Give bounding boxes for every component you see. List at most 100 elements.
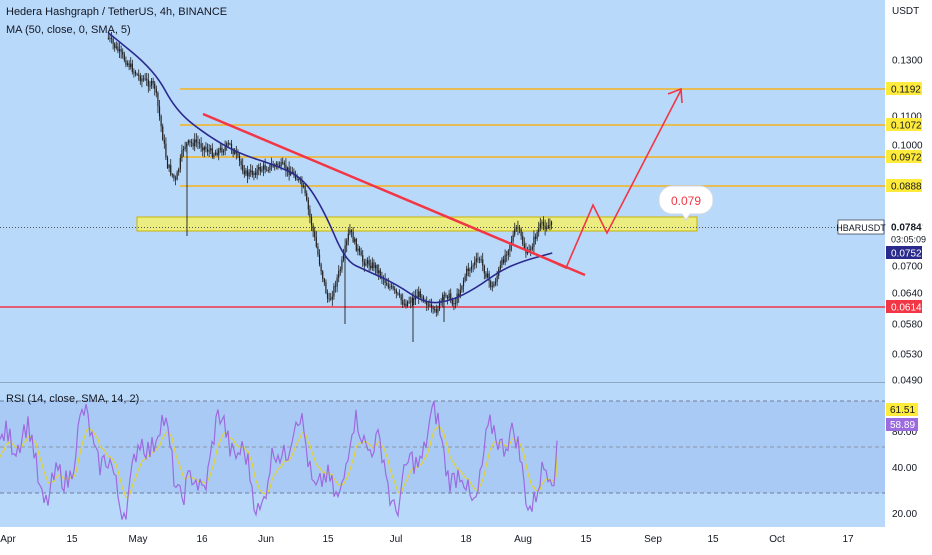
candle-body-208 bbox=[440, 300, 442, 302]
candle-body-74 bbox=[226, 143, 228, 147]
candle-body-168 bbox=[376, 265, 378, 274]
candle-body-79 bbox=[234, 151, 236, 154]
candle-body-75 bbox=[227, 143, 229, 145]
candle-body-68 bbox=[216, 152, 218, 156]
candle-body-52 bbox=[190, 142, 193, 143]
candle-body-191 bbox=[413, 297, 415, 300]
candle-body-164 bbox=[370, 265, 372, 269]
candle-body-228 bbox=[472, 265, 474, 267]
candle-body-16 bbox=[133, 71, 135, 73]
candle-body-40 bbox=[171, 174, 173, 176]
candle-body-205 bbox=[435, 309, 437, 313]
candle-body-223 bbox=[464, 276, 466, 281]
candle-body-76 bbox=[229, 143, 231, 145]
rsi-indicator-label[interactable]: RSI (14, close, SMA, 14, 2) bbox=[6, 393, 139, 405]
price-badge-box-7 bbox=[886, 300, 922, 313]
candle-body-19 bbox=[138, 74, 140, 76]
candle-body-4 bbox=[114, 43, 116, 48]
candle-body-57 bbox=[198, 142, 201, 144]
price-badge-box-2 bbox=[886, 150, 922, 163]
candle-body-6 bbox=[117, 46, 119, 52]
candle-body-59 bbox=[202, 147, 204, 151]
candle-body-271 bbox=[541, 222, 543, 224]
candle-body-85 bbox=[243, 170, 245, 175]
price-badge-support-7: 0.0614 bbox=[891, 303, 922, 314]
candle-body-185 bbox=[403, 303, 405, 305]
candle-body-21 bbox=[141, 78, 143, 82]
candle-body-230 bbox=[475, 258, 477, 262]
projection-path[interactable] bbox=[539, 89, 682, 270]
candle-body-148 bbox=[344, 245, 346, 253]
candle-body-10 bbox=[123, 54, 125, 61]
candle-body-180 bbox=[395, 289, 397, 294]
candle-body-221 bbox=[461, 286, 463, 290]
symbol-tag: HBARUSDT bbox=[836, 223, 886, 233]
candle-body-260 bbox=[523, 243, 525, 249]
candle-body-165 bbox=[371, 262, 373, 269]
time-label-10: Sep bbox=[644, 534, 662, 545]
candle-body-246 bbox=[501, 259, 503, 266]
ma-indicator-label[interactable]: MA (50, close, 0, SMA, 5) bbox=[6, 24, 131, 36]
candle-body-174 bbox=[386, 282, 388, 285]
candle-body-220 bbox=[459, 289, 461, 297]
candle-body-253 bbox=[512, 234, 514, 242]
demand-zone[interactable] bbox=[136, 216, 698, 232]
candle-body-14 bbox=[130, 63, 132, 68]
ma-line[interactable] bbox=[107, 32, 553, 304]
candle-body-69 bbox=[218, 149, 220, 156]
candle-body-167 bbox=[374, 265, 377, 269]
candle-body-231 bbox=[477, 258, 479, 260]
candle-body-71 bbox=[221, 147, 223, 153]
time-axis[interactable] bbox=[0, 527, 885, 550]
candle-body-197 bbox=[422, 296, 425, 301]
candle-body-237 bbox=[486, 273, 489, 278]
candle-body-94 bbox=[258, 166, 260, 170]
candle-body-114 bbox=[290, 172, 292, 176]
candle-body-145 bbox=[339, 269, 341, 271]
candle-body-9 bbox=[122, 51, 124, 55]
candle-body-42 bbox=[174, 178, 177, 180]
target-bubble bbox=[658, 185, 714, 221]
price-pane[interactable] bbox=[0, 0, 885, 382]
candle-body-51 bbox=[189, 140, 191, 143]
target-callout[interactable]: 0.079 bbox=[658, 185, 714, 221]
candle-body-147 bbox=[342, 252, 345, 260]
price-badge-level-0: 0.1192 bbox=[891, 85, 921, 96]
candle-body-218 bbox=[456, 293, 458, 304]
price-badge-countdown-5: 03:05:09 bbox=[891, 235, 926, 245]
candle-body-36 bbox=[165, 143, 167, 158]
candle-body-53 bbox=[192, 142, 194, 147]
candle-body-5 bbox=[115, 46, 117, 48]
candle-body-133 bbox=[320, 264, 322, 272]
descending-trendline[interactable] bbox=[202, 112, 586, 277]
rsi-line[interactable] bbox=[0, 400, 558, 520]
candle-body-8 bbox=[120, 49, 122, 52]
level-lines[interactable] bbox=[180, 88, 885, 187]
candle-body-65 bbox=[211, 148, 213, 157]
candle-body-170 bbox=[379, 270, 381, 277]
candle-body-32 bbox=[158, 106, 161, 117]
candle-body-169 bbox=[378, 270, 380, 274]
price-badge-box-0 bbox=[886, 82, 922, 95]
candle-body-207 bbox=[438, 301, 441, 309]
candle-body-54 bbox=[194, 139, 196, 147]
price-tick-12: 0.0490 bbox=[892, 376, 923, 387]
candle-body-105 bbox=[275, 163, 277, 166]
candle-body-251 bbox=[509, 244, 511, 251]
candle-body-203 bbox=[432, 307, 434, 310]
candle-body-247 bbox=[502, 259, 505, 263]
candle-body-136 bbox=[325, 282, 327, 294]
candle-body-142 bbox=[334, 285, 337, 287]
candle-body-219 bbox=[458, 293, 460, 297]
candle-body-160 bbox=[363, 261, 365, 266]
candle-body-193 bbox=[416, 295, 418, 298]
candle-body-272 bbox=[542, 222, 545, 226]
candle-body-64 bbox=[210, 148, 212, 151]
candle-body-211 bbox=[445, 294, 447, 297]
price-tick-8: 0.0700 bbox=[892, 262, 923, 273]
rsi-sma-line bbox=[0, 424, 558, 499]
candle-body-150 bbox=[347, 233, 349, 241]
candle-body-3 bbox=[112, 38, 114, 44]
